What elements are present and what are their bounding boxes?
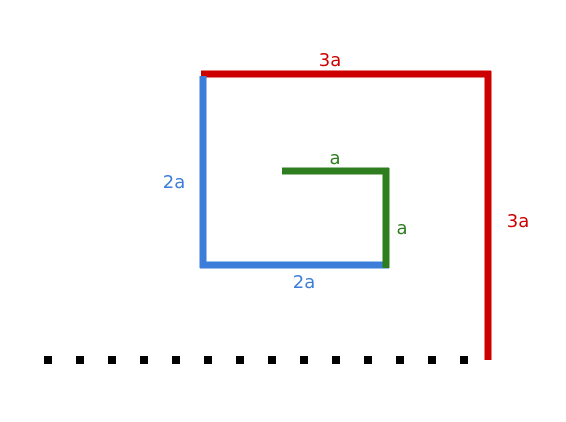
label-green-top: a bbox=[329, 148, 340, 169]
label-blue-bottom: 2a bbox=[293, 272, 315, 293]
label-red-top: 3a bbox=[319, 50, 341, 71]
label-blue-left: 2a bbox=[163, 172, 185, 193]
dotted-baseline bbox=[44, 356, 468, 364]
label-green-right: a bbox=[396, 218, 407, 239]
label-red-right: 3a bbox=[507, 211, 529, 232]
